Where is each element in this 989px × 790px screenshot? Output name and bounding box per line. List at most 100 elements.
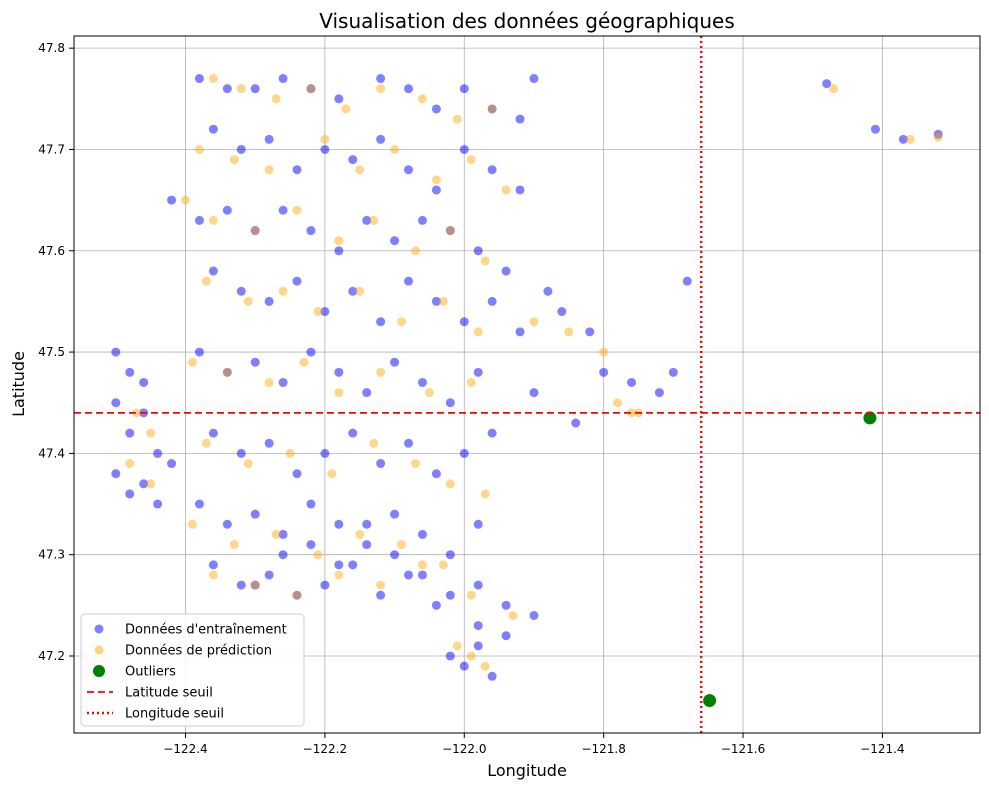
training-point: [898, 134, 908, 144]
prediction-point: [208, 74, 218, 84]
training-point: [362, 215, 372, 225]
training-point: [334, 519, 344, 529]
training-point: [459, 448, 469, 458]
prediction-point: [508, 610, 518, 620]
prediction-point: [146, 479, 156, 489]
prediction-point: [564, 327, 574, 337]
training-point: [376, 590, 386, 600]
prediction-point: [355, 529, 365, 539]
training-point: [208, 266, 218, 276]
training-point: [487, 165, 497, 175]
training-point: [125, 367, 135, 377]
legend-label: Longitude seuil: [125, 707, 224, 722]
training-point: [822, 79, 832, 89]
training-point: [167, 459, 177, 469]
training-point: [306, 540, 316, 550]
training-point: [376, 74, 386, 84]
training-point: [153, 448, 163, 458]
x-tick-label: −121.6: [721, 742, 765, 756]
prediction-point: [355, 286, 365, 296]
training-point: [236, 144, 246, 154]
training-point: [404, 438, 414, 448]
legend-label: Données de prédiction: [125, 644, 272, 659]
prediction-point: [480, 661, 490, 671]
training-point: [431, 185, 441, 195]
training-point: [390, 236, 400, 246]
training-point: [208, 124, 218, 134]
training-point: [139, 377, 149, 387]
training-point: [250, 357, 260, 367]
y-axis-label: Latitude: [9, 351, 28, 417]
training-point: [320, 448, 330, 458]
plot-frame: [73, 35, 981, 734]
prediction-point: [341, 104, 351, 114]
prediction-point: [466, 590, 476, 600]
training-point: [529, 388, 539, 398]
prediction-point: [208, 215, 218, 225]
training-point: [473, 621, 483, 631]
training-point: [870, 124, 880, 134]
legend-marker: [94, 645, 104, 655]
training-point: [376, 134, 386, 144]
training-point: [125, 489, 135, 499]
prediction-point: [243, 296, 253, 306]
prediction-point: [327, 469, 337, 479]
prediction-point: [487, 104, 497, 114]
prediction-point: [376, 580, 386, 590]
training-point: [362, 519, 372, 529]
training-point: [515, 327, 525, 337]
prediction-point: [390, 144, 400, 154]
prediction-point: [410, 459, 420, 469]
x-tick-label: −122.2: [303, 742, 347, 756]
training-point: [390, 509, 400, 519]
training-point: [222, 84, 232, 94]
prediction-point: [431, 175, 441, 185]
legend-label: Outliers: [125, 665, 176, 680]
prediction-point: [194, 144, 204, 154]
prediction-point: [905, 134, 915, 144]
prediction-point: [376, 84, 386, 94]
training-point: [194, 499, 204, 509]
training-point: [236, 286, 246, 296]
prediction-point: [397, 540, 407, 550]
training-point: [431, 104, 441, 114]
training-point: [501, 266, 511, 276]
prediction-point: [529, 317, 539, 327]
training-point: [194, 347, 204, 357]
training-point: [390, 357, 400, 367]
training-point: [473, 519, 483, 529]
prediction-point: [480, 489, 490, 499]
training-point: [111, 398, 121, 408]
prediction-point: [222, 367, 232, 377]
training-point: [194, 215, 204, 225]
prediction-point: [369, 438, 379, 448]
x-axis-label: Longitude: [487, 761, 567, 780]
training-point: [515, 114, 525, 124]
training-point: [320, 144, 330, 154]
y-tick-label: 47.8: [38, 41, 65, 55]
y-tick-label: 47.3: [38, 548, 65, 562]
training-point: [390, 550, 400, 560]
training-point: [292, 590, 302, 600]
prediction-point: [627, 408, 637, 418]
prediction-point: [933, 132, 943, 142]
training-point: [529, 74, 539, 84]
training-point: [362, 540, 372, 550]
prediction-point: [466, 377, 476, 387]
training-point: [306, 347, 316, 357]
training-point: [348, 286, 358, 296]
training-point: [264, 570, 274, 580]
training-point: [292, 165, 302, 175]
prediction-point: [271, 529, 281, 539]
training-point: [362, 388, 372, 398]
training-point: [125, 428, 135, 438]
training-point: [445, 550, 455, 560]
prediction-point: [236, 84, 246, 94]
prediction-point: [229, 155, 239, 165]
prediction-point: [480, 256, 490, 266]
training-point: [348, 560, 358, 570]
training-point: [250, 84, 260, 94]
training-point: [404, 84, 414, 94]
prediction-point: [334, 236, 344, 246]
prediction-point: [271, 94, 281, 104]
